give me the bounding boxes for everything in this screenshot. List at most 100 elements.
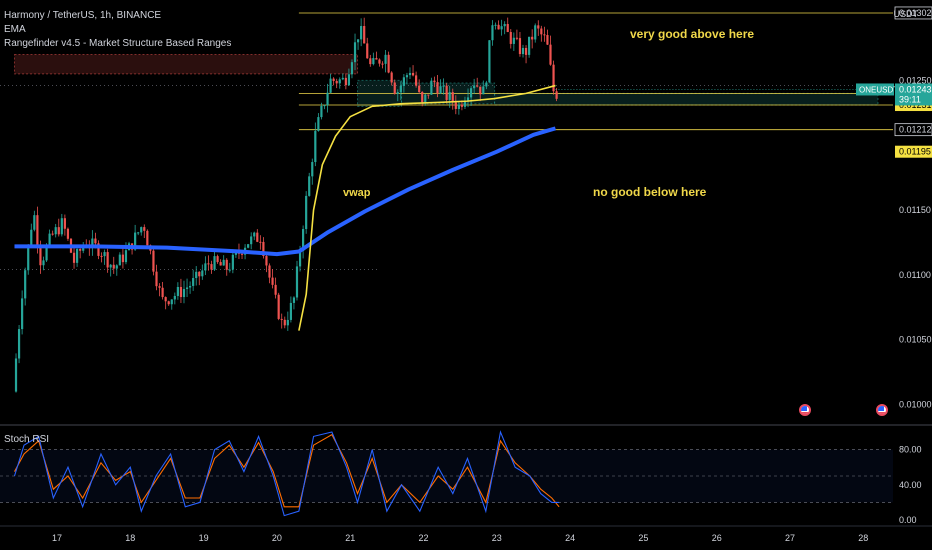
- candle: [543, 34, 546, 36]
- candle: [94, 238, 97, 244]
- candle: [179, 286, 183, 298]
- stoch-k-line: [13, 430, 560, 517]
- us-flag-icon[interactable]: [799, 404, 811, 416]
- candle: [216, 256, 219, 263]
- candle: [372, 58, 375, 65]
- candle: [283, 319, 286, 326]
- candle: [329, 78, 332, 93]
- vwap-line: [298, 84, 556, 331]
- symbol-title[interactable]: Harmony / TetherUS, 1h, BINANCE: [4, 10, 162, 21]
- candle: [256, 232, 259, 242]
- candle: [21, 298, 24, 330]
- candle: [497, 24, 500, 30]
- candle: [314, 130, 317, 163]
- candle: [387, 54, 390, 73]
- y-tick-label: 0.01302: [899, 8, 932, 18]
- countdown-label: 39:11: [899, 94, 921, 104]
- candle: [509, 31, 512, 44]
- range-box: [494, 92, 879, 106]
- candle: [442, 85, 445, 87]
- candle: [479, 86, 482, 95]
- candle: [390, 72, 393, 83]
- candle: [549, 44, 552, 65]
- candle: [515, 37, 518, 39]
- us-flag-icon[interactable]: [876, 404, 888, 416]
- candle: [405, 75, 409, 78]
- stoch-y-tick-label: 80.00: [899, 445, 922, 455]
- candle: [326, 92, 329, 106]
- candle: [433, 80, 436, 83]
- candle: [106, 252, 109, 268]
- candle: [338, 79, 341, 84]
- candle: [30, 229, 33, 245]
- candle: [424, 94, 427, 103]
- candle: [531, 36, 534, 40]
- candle: [253, 232, 256, 237]
- candle: [323, 105, 326, 107]
- y-tick-label: 0.01195: [899, 147, 931, 157]
- candle: [540, 28, 543, 35]
- candle: [63, 218, 66, 229]
- candle: [476, 85, 479, 87]
- stoch-rsi-label[interactable]: Stoch RSI: [4, 434, 50, 445]
- candle: [521, 47, 525, 55]
- candle: [39, 244, 42, 266]
- candle: [146, 230, 149, 246]
- candle: [280, 318, 283, 320]
- candle: [164, 297, 167, 302]
- candle: [482, 86, 485, 95]
- candle: [506, 23, 509, 32]
- candle: [353, 42, 357, 63]
- candle: [231, 254, 234, 270]
- candle: [411, 72, 415, 76]
- candle: [72, 252, 76, 263]
- candle: [341, 77, 344, 80]
- candle: [42, 260, 45, 266]
- candle: [292, 297, 296, 303]
- candle: [118, 254, 121, 266]
- x-tick-label: 24: [565, 533, 575, 543]
- candle: [228, 269, 231, 271]
- candle: [537, 25, 540, 29]
- candle: [356, 39, 360, 43]
- annotation-bottom: no good below here: [593, 185, 707, 199]
- candle: [305, 195, 308, 230]
- candle: [427, 94, 430, 96]
- candle: [381, 63, 384, 65]
- candle: [555, 91, 558, 99]
- candle: [399, 85, 402, 93]
- candle: [222, 259, 225, 266]
- candle: [494, 24, 497, 26]
- candles: [14, 17, 558, 393]
- candle: [79, 249, 82, 251]
- candle: [491, 25, 494, 41]
- candle: [48, 233, 51, 246]
- x-tick-label: 20: [272, 533, 282, 543]
- candle: [134, 232, 137, 250]
- ema-indicator-label[interactable]: EMA: [4, 24, 26, 35]
- candle: [97, 243, 100, 256]
- candle: [121, 254, 125, 263]
- rangefinder-indicator-label[interactable]: Rangefinder v4.5 - Market Structure Base…: [4, 38, 232, 49]
- candle: [192, 278, 195, 286]
- candle: [512, 37, 515, 44]
- candle: [298, 250, 302, 267]
- candle: [82, 246, 85, 251]
- candle: [408, 72, 412, 76]
- candle: [277, 294, 280, 319]
- y-tick-label: 0.01250: [899, 75, 932, 85]
- candle: [534, 25, 537, 40]
- candle: [286, 319, 289, 326]
- candle: [152, 250, 155, 272]
- candle: [51, 233, 54, 235]
- x-tick-label: 17: [52, 533, 62, 543]
- candle: [91, 238, 94, 249]
- candle: [295, 266, 299, 298]
- x-tick-label: 19: [199, 533, 209, 543]
- candle: [552, 64, 555, 92]
- candle: [213, 256, 216, 270]
- candle: [289, 302, 292, 320]
- candle: [66, 228, 70, 239]
- chart-legend: Harmony / TetherUS, 1h, BINANCE EMA Rang…: [4, 9, 231, 51]
